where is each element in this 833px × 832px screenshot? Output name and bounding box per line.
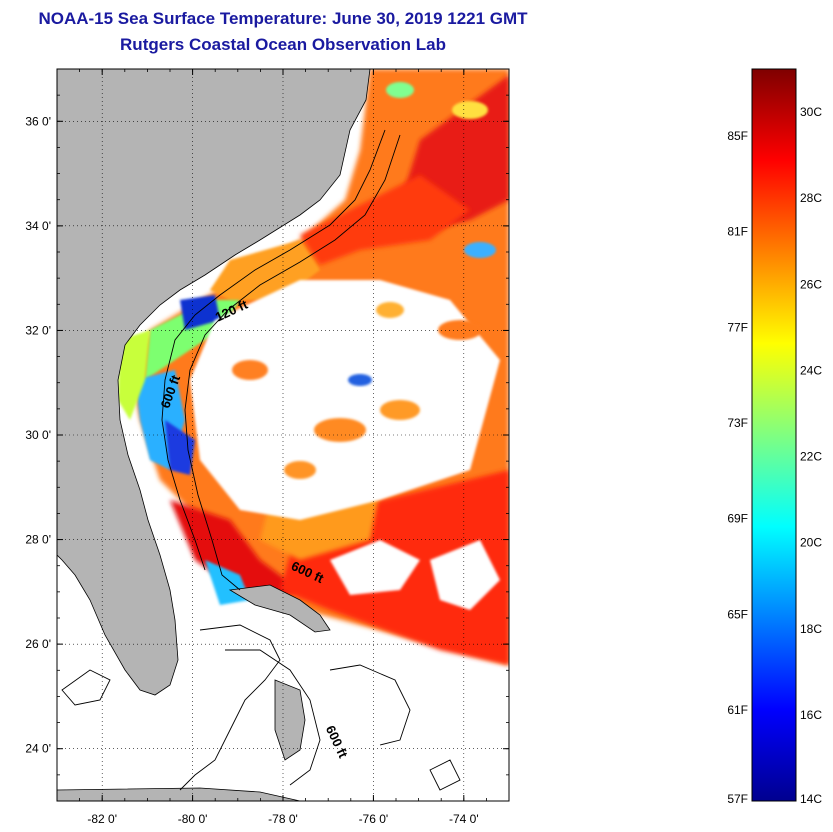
- colorbar-celsius-label: 14C: [800, 792, 822, 806]
- lat-tick-label: 36 0': [25, 114, 51, 128]
- colorbar-celsius-label: 28C: [800, 191, 822, 205]
- colorbar-fahrenheit-label: 81F: [727, 225, 748, 239]
- lat-tick-label: 34 0': [25, 219, 51, 233]
- lon-tick-label: -74 0': [449, 812, 479, 826]
- colorbar-celsius-label: 18C: [800, 622, 822, 636]
- colorbar-fahrenheit-label: 73F: [727, 416, 748, 430]
- longitude-axis: -82 0' -80 0' -78 0' -76 0' -74 0': [56, 69, 510, 826]
- lon-tick-label: -78 0': [268, 812, 298, 826]
- land-bahamas-andros: [274, 679, 306, 761]
- colorbar-celsius-label: 22C: [800, 450, 822, 464]
- colorbar: [751, 68, 797, 802]
- colorbar-celsius-label: 20C: [800, 536, 822, 550]
- grid-lines: [57, 69, 509, 801]
- lat-tick-label: 26 0': [25, 637, 51, 651]
- map-subtitle: Rutgers Coastal Ocean Observation Lab: [120, 35, 446, 54]
- bathymetry-contours: [61, 129, 461, 791]
- lon-tick-label: -80 0': [178, 812, 208, 826]
- colorbar-celsius-label: 16C: [800, 708, 822, 722]
- colorbar-celsius-labels: 30C 28C 26C 24C 22C 20C 18C 16C 14C: [800, 105, 822, 806]
- sst-swath: [118, 69, 509, 665]
- land-bahamas-grand: [228, 584, 331, 633]
- colorbar-fahrenheit-label: 77F: [727, 320, 748, 334]
- lat-tick-label: 30 0': [25, 428, 51, 442]
- colorbar-fahrenheit-label: 69F: [727, 512, 748, 526]
- lat-tick-label: 28 0': [25, 533, 51, 547]
- colorbar-fahrenheit-label: 57F: [727, 792, 748, 806]
- colorbar-celsius-label: 24C: [800, 363, 822, 377]
- map-title: NOAA-15 Sea Surface Temperature: June 30…: [38, 9, 528, 28]
- colorbar-fahrenheit-label: 61F: [727, 703, 748, 717]
- colorbar-celsius-label: 26C: [800, 277, 822, 291]
- colorbar-fahrenheit-label: 65F: [727, 607, 748, 621]
- lon-tick-label: -76 0': [359, 812, 389, 826]
- lat-tick-label: 32 0': [25, 323, 51, 337]
- colorbar-fahrenheit-label: 85F: [727, 129, 748, 143]
- latitude-axis: 36 0' 34 0' 32 0' 30 0' 28 0' 26 0' 24 0': [25, 68, 509, 802]
- land-cuba: [57, 787, 301, 801]
- lat-tick-label: 24 0': [25, 742, 51, 756]
- land-mainland: [57, 69, 371, 696]
- lon-tick-label: -82 0': [87, 812, 117, 826]
- colorbar-fahrenheit-labels: 85F 81F 77F 73F 69F 65F 61F 57F: [727, 129, 748, 806]
- colorbar-celsius-label: 30C: [800, 105, 822, 119]
